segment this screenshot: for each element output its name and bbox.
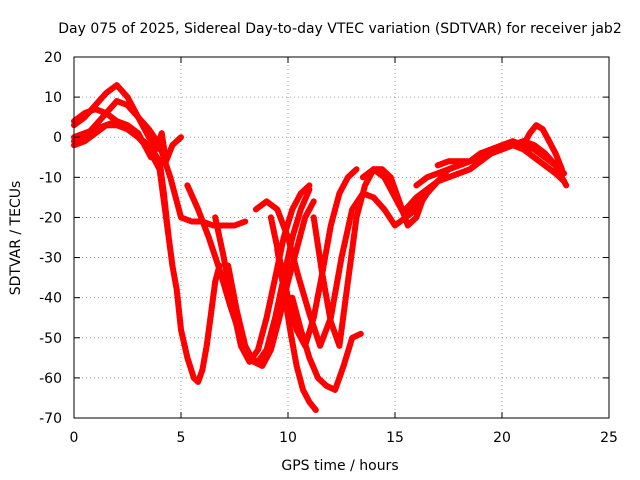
y-tick-label: -50 xyxy=(39,331,62,347)
x-tick-label: 25 xyxy=(600,430,618,446)
series-arc-8 xyxy=(225,198,317,369)
y-tick-label: -20 xyxy=(39,210,62,226)
y-tick-label: -30 xyxy=(39,251,62,267)
series-markers xyxy=(289,294,361,393)
series-arc-13 xyxy=(310,166,428,349)
series-arc-18 xyxy=(520,122,565,173)
plot-frame xyxy=(73,56,610,419)
x-tick-label: 20 xyxy=(493,430,511,446)
y-tick-label: -60 xyxy=(39,371,62,387)
series-arc-17 xyxy=(434,138,570,189)
data-traces xyxy=(71,82,570,413)
series-markers xyxy=(520,122,564,170)
y-tick-label: -10 xyxy=(39,170,62,186)
series-arc-7 xyxy=(212,182,313,365)
series-arc-9 xyxy=(252,186,431,349)
x-tick-label: 5 xyxy=(177,430,186,446)
y-tick-label: 10 xyxy=(44,90,62,106)
x-tick-label: 10 xyxy=(279,430,297,446)
x-axis-label: GPS time / hours xyxy=(281,458,398,474)
y-tick-label: 20 xyxy=(44,50,62,66)
axis-ticks: 0 5 10 15 20 25 20 10 0 -10 -20 -30 -40 -50 -60 -70 xyxy=(39,50,618,446)
chart-title: Day 075 of 2025, Sidereal Day-to-day VTE… xyxy=(58,21,621,37)
y-tick-label: -40 xyxy=(39,291,62,307)
series-markers xyxy=(434,138,568,186)
y-axis-label: SDTVAR / TECUs xyxy=(8,181,24,296)
y-tick-label: 0 xyxy=(53,130,62,146)
x-tick-label: 0 xyxy=(70,430,79,446)
y-tick-label: -70 xyxy=(39,411,62,427)
x-tick-label: 15 xyxy=(386,430,404,446)
